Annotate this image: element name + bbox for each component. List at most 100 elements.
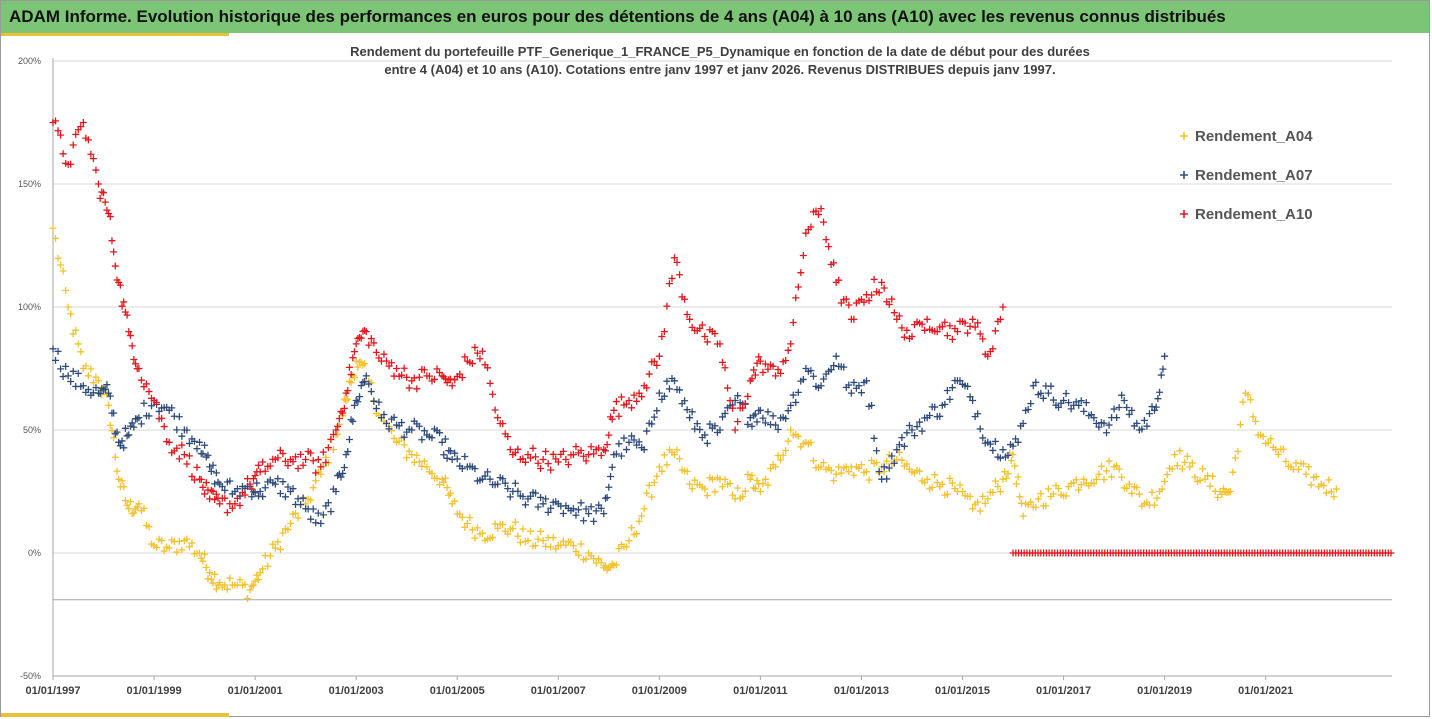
point-a10	[961, 319, 969, 327]
point-a10	[670, 254, 678, 262]
point-a07	[356, 393, 364, 401]
point-a10	[521, 458, 529, 466]
point-a10	[802, 229, 810, 237]
point-a10	[822, 236, 830, 244]
point-a10	[526, 454, 534, 462]
legend: Rendement_A04 Rendement_A07 Rendement_A10	[1180, 128, 1313, 223]
point-a10	[673, 258, 681, 266]
point-a07	[966, 393, 974, 401]
point-a07	[59, 373, 67, 381]
point-a10	[820, 218, 828, 226]
legend-marker-a04	[1180, 132, 1188, 140]
point-a07	[212, 469, 220, 477]
point-a04	[974, 498, 982, 506]
point-a07	[774, 425, 782, 433]
point-a07	[761, 419, 769, 427]
point-a04	[608, 560, 616, 568]
point-a07	[125, 431, 133, 439]
point-a10	[96, 194, 104, 202]
point-a04	[344, 395, 352, 403]
point-a04	[539, 537, 547, 545]
point-a04	[873, 459, 881, 467]
point-a04	[893, 456, 901, 464]
point-a04	[1042, 502, 1050, 510]
point-a04	[279, 529, 287, 537]
point-a04	[827, 466, 835, 474]
point-a04	[923, 475, 931, 483]
point-a04	[1199, 465, 1207, 473]
point-a10	[69, 141, 77, 149]
point-a04	[77, 348, 85, 356]
point-a10	[349, 354, 357, 362]
point-a10	[79, 119, 87, 126]
point-a10	[111, 262, 119, 270]
point-a07	[832, 352, 840, 360]
point-a07	[640, 446, 648, 454]
point-a07	[121, 424, 129, 432]
x-tick-label: 01/01/2019	[1137, 685, 1192, 697]
point-a10	[608, 415, 616, 423]
y-tick-label: 0%	[28, 548, 41, 558]
point-a04	[103, 391, 111, 399]
point-a04	[648, 493, 656, 501]
point-a10	[289, 458, 297, 466]
point-a10	[794, 283, 802, 291]
point-a10	[953, 328, 961, 336]
point-a04	[1055, 485, 1063, 493]
point-a04	[249, 581, 257, 589]
point-a07	[327, 508, 335, 516]
point-a10	[676, 271, 684, 279]
point-a10	[880, 284, 888, 292]
point-a07	[284, 483, 292, 491]
point-a07	[453, 455, 461, 463]
point-a04	[1332, 485, 1340, 493]
point-a10	[625, 396, 633, 404]
point-a07	[339, 469, 347, 477]
point-a07	[701, 431, 709, 439]
point-a10	[755, 353, 763, 361]
point-a07	[408, 426, 416, 434]
point-a04	[703, 492, 711, 500]
point-a04	[236, 576, 244, 584]
point-a07	[974, 410, 982, 418]
point-a07	[948, 384, 956, 392]
point-a10	[101, 198, 109, 206]
point-a04	[855, 464, 863, 472]
point-a10	[233, 494, 241, 502]
point-a07	[115, 438, 123, 446]
point-a04	[511, 518, 519, 526]
point-a07	[537, 493, 545, 501]
x-tick-label: 01/01/2007	[531, 685, 586, 697]
legend-label-a07: Rendement_A07	[1195, 167, 1313, 184]
point-a10	[334, 422, 342, 430]
y-tick-label: -50%	[20, 671, 41, 681]
point-a07	[168, 404, 176, 412]
point-a04	[106, 421, 114, 429]
point-a04	[751, 485, 759, 493]
point-a07	[1032, 378, 1040, 386]
point-a07	[1062, 390, 1070, 398]
point-a04	[966, 492, 974, 500]
legend-label-a04: Rendement_A04	[1195, 128, 1313, 145]
point-a04	[1209, 472, 1217, 480]
point-a07	[794, 388, 802, 396]
point-a07	[784, 407, 792, 415]
point-a10	[123, 311, 131, 319]
point-a04	[524, 537, 532, 545]
point-a10	[603, 441, 611, 449]
point-a10	[686, 315, 694, 323]
point-a10	[549, 450, 557, 458]
point-a04	[165, 544, 173, 552]
point-a10	[382, 357, 390, 365]
point-a10	[582, 457, 590, 465]
point-a10	[274, 454, 282, 462]
legend-label-a10: Rendement_A10	[1195, 206, 1313, 223]
point-a07	[986, 440, 994, 448]
point-a04	[433, 474, 441, 482]
point-a10	[356, 333, 364, 341]
point-a10	[398, 371, 406, 379]
point-a07	[926, 411, 934, 419]
point-a07	[372, 405, 380, 413]
point-a07	[253, 479, 261, 487]
